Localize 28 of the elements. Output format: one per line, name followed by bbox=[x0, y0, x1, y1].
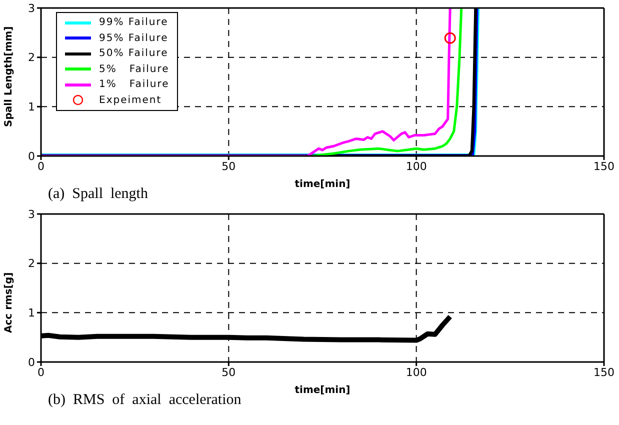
x-tick-label: 100 bbox=[406, 366, 427, 379]
x-axis-title: time[min] bbox=[294, 179, 350, 190]
x-tick-label: 50 bbox=[222, 160, 236, 173]
x-tick-label: 0 bbox=[38, 160, 44, 173]
legend-label: 5% Failure bbox=[99, 62, 170, 76]
text: (a) Spall length bbox=[48, 186, 148, 202]
legend-label: 50% Failure bbox=[99, 47, 168, 61]
legend-label: 99% Failure bbox=[99, 16, 168, 30]
legend-label: 95% Failure bbox=[99, 32, 168, 46]
y-axis-title: Spall Length[mm] bbox=[4, 26, 15, 127]
y-tick-label: 1 bbox=[28, 100, 35, 114]
x-tick-label: 100 bbox=[406, 160, 427, 173]
x-tick-label: 150 bbox=[594, 366, 614, 379]
y-tick-label: 0 bbox=[28, 356, 35, 369]
legend-label: 1% Failure bbox=[99, 78, 170, 92]
x-tick-label: 150 bbox=[594, 160, 614, 173]
text: (b) RMS of axial acceleration bbox=[48, 392, 242, 408]
x-axis-title: time[min] bbox=[294, 385, 350, 396]
y-tick-label: 2 bbox=[28, 257, 35, 270]
x-tick-label: 50 bbox=[222, 366, 236, 379]
y-axis-title: Acc rms[g] bbox=[4, 272, 15, 333]
y-tick-label: 0 bbox=[28, 150, 35, 163]
y-tick-label: 1 bbox=[28, 306, 35, 320]
y-tick-label: 3 bbox=[28, 2, 35, 15]
x-tick-label: 0 bbox=[38, 366, 44, 379]
y-tick-label: 3 bbox=[28, 208, 35, 221]
legend-label: Expeiment bbox=[99, 94, 162, 108]
y-tick-label: 2 bbox=[28, 51, 35, 64]
